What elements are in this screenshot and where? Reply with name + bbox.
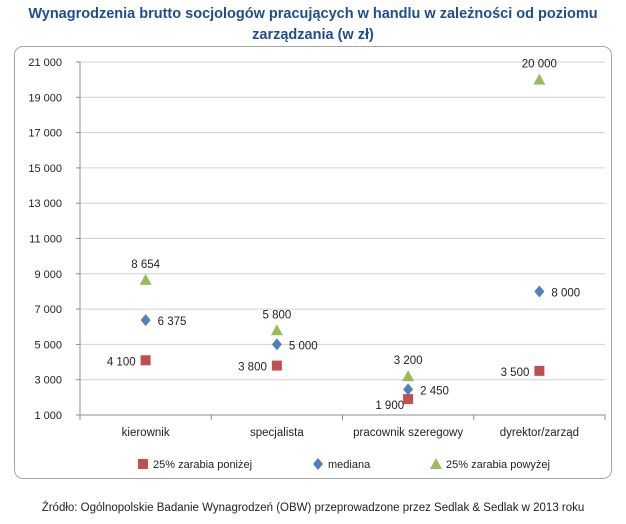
y-tick-label: 11 000 bbox=[29, 234, 62, 246]
legend-label-above: 25% zarabia powyżej bbox=[446, 459, 550, 471]
point-above bbox=[533, 73, 546, 85]
data-label-below: 4 100 bbox=[107, 356, 136, 368]
y-tick-label: 1 000 bbox=[34, 410, 62, 422]
data-label-above: 8 654 bbox=[131, 259, 160, 271]
y-tick-label: 15 000 bbox=[28, 163, 62, 175]
x-tick-label: pracownik szeregowy bbox=[353, 427, 463, 439]
legend-marker-above bbox=[430, 458, 442, 469]
data-label-median: 8 000 bbox=[551, 287, 580, 299]
point-median bbox=[534, 285, 545, 298]
point-median bbox=[271, 338, 282, 351]
point-below bbox=[140, 355, 151, 366]
y-tick-label: 5 000 bbox=[34, 339, 62, 351]
data-label-median: 5 000 bbox=[289, 340, 318, 352]
data-label-above: 3 200 bbox=[394, 355, 423, 367]
x-tick-label: specjalista bbox=[250, 427, 304, 439]
legend-marker-median bbox=[313, 458, 323, 470]
legend-label-median: mediana bbox=[328, 459, 371, 471]
point-above bbox=[270, 324, 283, 336]
chart-title-text: Wynagrodzenia brutto socjologów pracując… bbox=[28, 6, 598, 43]
y-tick-label: 17 000 bbox=[28, 128, 62, 140]
data-label-above: 20 000 bbox=[522, 59, 557, 71]
point-median bbox=[403, 383, 414, 396]
y-tick-label: 21 000 bbox=[28, 57, 62, 69]
chart-title: Wynagrodzenia brutto socjologów pracując… bbox=[0, 4, 626, 46]
data-label-median: 6 375 bbox=[158, 316, 187, 328]
y-tick-label: 9 000 bbox=[34, 269, 62, 281]
y-tick-label: 13 000 bbox=[28, 198, 62, 210]
data-label-above: 5 800 bbox=[262, 309, 291, 321]
data-label-below: 3 800 bbox=[238, 362, 267, 374]
data-label-median: 2 450 bbox=[420, 385, 449, 397]
data-label-below: 1 900 bbox=[375, 400, 404, 412]
point-below bbox=[271, 360, 282, 371]
legend-marker-below bbox=[138, 459, 148, 469]
chart-frame bbox=[14, 46, 612, 479]
point-above bbox=[402, 370, 415, 382]
x-tick-label: kierownik bbox=[122, 427, 170, 439]
y-tick-label: 19 000 bbox=[28, 92, 62, 104]
source-note: Źródło: Ogólnopolskie Badanie Wynagrodze… bbox=[41, 502, 585, 514]
data-label-below: 3 500 bbox=[501, 367, 530, 379]
y-tick-label: 7 000 bbox=[34, 304, 62, 316]
point-below bbox=[534, 365, 545, 376]
point-below bbox=[403, 394, 414, 405]
x-tick-label: dyrektor/zarząd bbox=[500, 427, 579, 439]
point-median bbox=[140, 314, 151, 327]
point-above bbox=[139, 273, 152, 285]
legend-label-below: 25% zarabia poniżej bbox=[153, 459, 252, 471]
y-tick-label: 3 000 bbox=[34, 375, 62, 387]
